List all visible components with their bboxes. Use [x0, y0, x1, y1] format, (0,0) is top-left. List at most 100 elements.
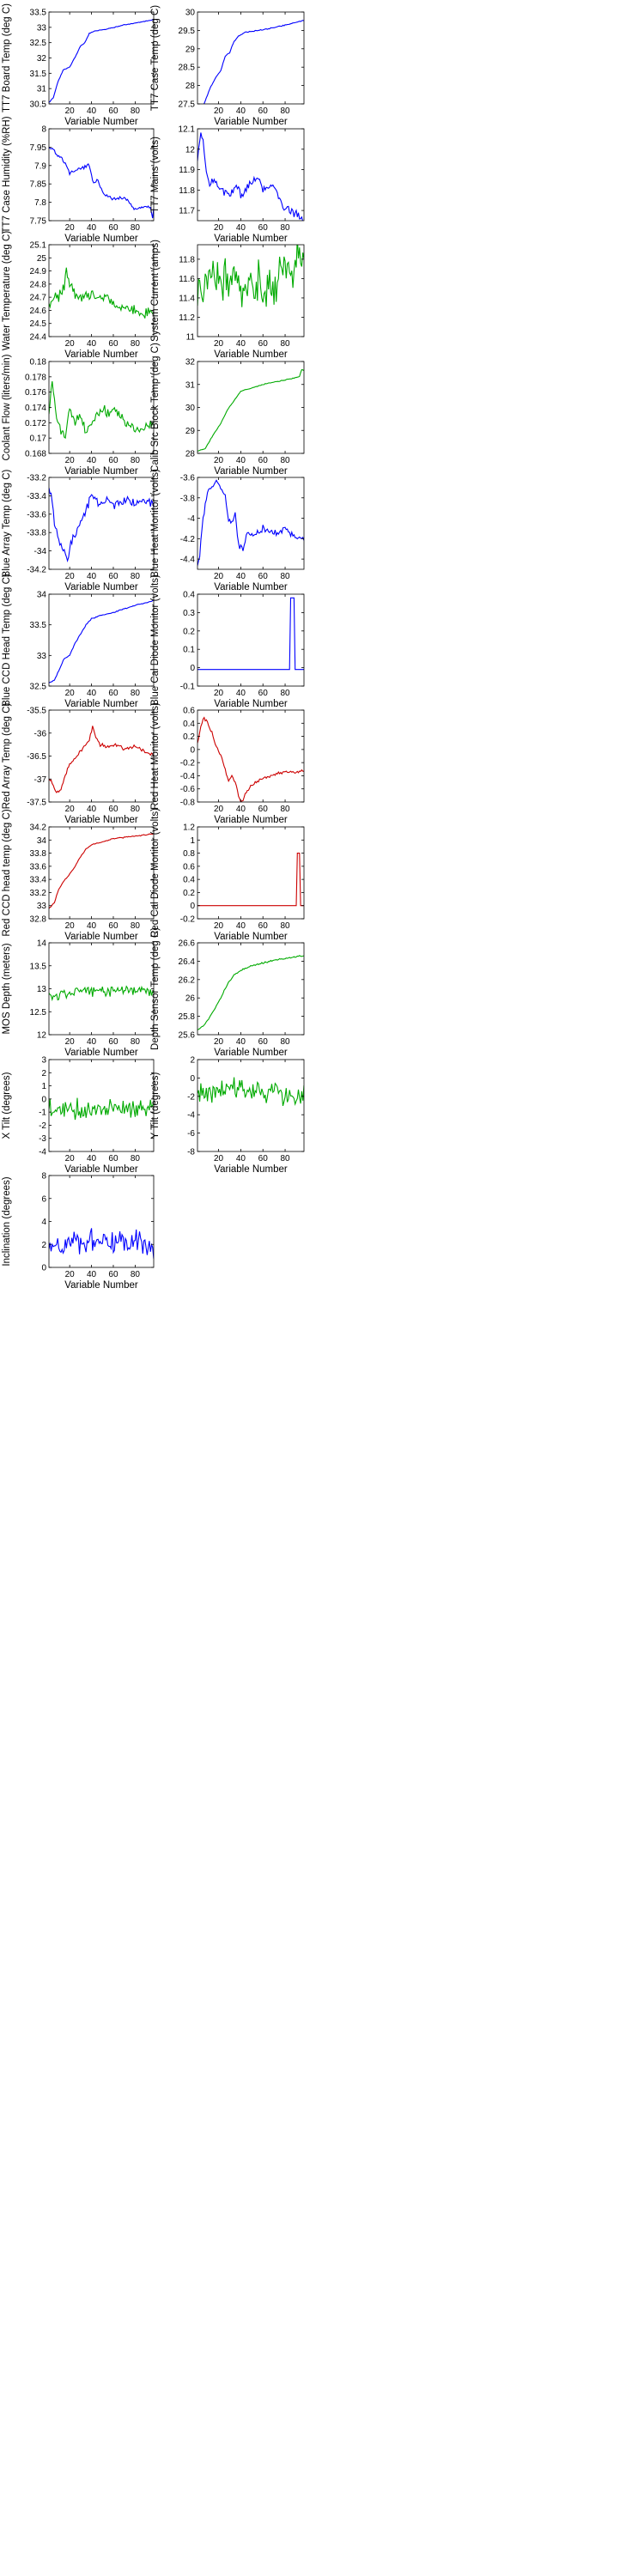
- y-tick-label: 31: [37, 85, 47, 94]
- y-tick-label: 11.7: [179, 206, 195, 216]
- y-tick-label: 32: [37, 54, 47, 64]
- x-tick-label: 80: [131, 572, 141, 581]
- series-line: [49, 1097, 154, 1120]
- x-axis-label: Variable Number: [64, 932, 138, 942]
- y-tick-label: -33.4: [27, 492, 46, 501]
- x-tick-label: 60: [258, 1154, 269, 1163]
- y-tick-label: 14: [37, 939, 47, 949]
- y-tick-label: 33.6: [30, 862, 47, 872]
- y-axis-label: Depth Sensor Temp (deg C): [150, 927, 161, 1050]
- x-axis-label: Variable Number: [214, 1048, 288, 1058]
- y-tick-label: 24.8: [30, 280, 47, 289]
- y-tick-label: 0: [41, 1095, 46, 1104]
- y-tick-label: 11: [186, 333, 196, 343]
- series-line: [197, 955, 304, 1030]
- series-line: [49, 726, 154, 793]
- series-line: [197, 368, 304, 452]
- x-tick-label: 20: [65, 1037, 76, 1047]
- y-tick-label: 0.8: [183, 849, 195, 859]
- y-tick-label: 0.17: [30, 434, 47, 443]
- y-tick-label: 11.8: [179, 185, 195, 195]
- y-tick-label: 24.7: [30, 294, 47, 303]
- x-tick-label: 20: [214, 106, 224, 116]
- y-tick-label: -4: [187, 1110, 195, 1120]
- series-line: [197, 597, 304, 670]
- x-tick-label: 20: [65, 106, 76, 116]
- y-tick-label: 26.2: [179, 975, 196, 985]
- y-tick-label: -0.6: [180, 785, 196, 794]
- y-tick-label: 32: [185, 357, 196, 367]
- y-tick-label: 33: [37, 23, 47, 33]
- y-tick-label: 0.4: [183, 875, 195, 884]
- y-tick-label: 0.2: [183, 888, 195, 897]
- x-tick-label: 20: [65, 1154, 76, 1163]
- y-tick-label: -34: [34, 547, 47, 556]
- y-tick-label: 4: [41, 1218, 46, 1227]
- plot-frame: [197, 826, 305, 919]
- y-tick-label: -3.6: [180, 474, 196, 483]
- y-tick-label: -33.8: [27, 529, 46, 538]
- x-tick-label: 60: [108, 1154, 118, 1163]
- series-line: [197, 479, 304, 566]
- x-tick-label: 40: [87, 106, 97, 116]
- x-axis-label: Variable Number: [64, 699, 138, 709]
- x-tick-label: 80: [280, 921, 290, 931]
- x-tick-label: 80: [280, 689, 290, 698]
- y-tick-label: 13.5: [30, 962, 47, 971]
- plot-frame: [48, 709, 155, 803]
- x-tick-label: 20: [65, 339, 76, 349]
- x-tick-label: 80: [280, 106, 290, 116]
- plot-frame: [48, 128, 155, 221]
- x-tick-label: 40: [236, 456, 246, 465]
- y-tick-label: 2: [41, 1068, 46, 1078]
- plot-frame: [48, 477, 155, 570]
- x-tick-label: 80: [280, 572, 290, 581]
- y-tick-label: 7.8: [34, 198, 46, 208]
- x-tick-label: 60: [108, 1037, 118, 1047]
- y-tick-label: -37: [34, 775, 47, 785]
- y-axis-label: Blue Heat Monitor (volts): [150, 469, 161, 578]
- x-axis-label: Variable Number: [214, 1164, 288, 1175]
- y-axis-label: Coolant Flow (liters/min): [2, 354, 12, 460]
- y-tick-label: -1: [39, 1108, 46, 1117]
- y-axis-label: TT7 Mains (volts): [150, 136, 161, 212]
- x-axis-label: Variable Number: [64, 1048, 138, 1058]
- series-line: [49, 985, 154, 1002]
- y-tick-label: 7.75: [30, 216, 47, 226]
- x-tick-label: 20: [214, 456, 224, 465]
- x-tick-label: 40: [87, 1037, 97, 1047]
- plot-frame: [48, 11, 155, 105]
- x-tick-label: 20: [65, 572, 76, 581]
- chart-panel: -0.8-0.6-0.4-0.200.20.40.620 40 60 80Variab…: [150, 702, 305, 825]
- y-tick-label: -37.5: [27, 799, 46, 808]
- x-tick-label: 20: [65, 689, 76, 698]
- series-line: [197, 245, 304, 307]
- y-tick-label: 0.3: [183, 608, 195, 617]
- y-tick-label: 7.9: [34, 161, 46, 171]
- y-axis-label: System Current (amps): [150, 240, 161, 342]
- y-tick-label: 33.2: [30, 888, 47, 897]
- x-axis-label: Variable Number: [64, 582, 138, 592]
- x-tick-label: 80: [131, 1037, 141, 1047]
- y-tick-label: 30: [185, 404, 196, 413]
- series-line: [197, 716, 304, 802]
- y-tick-label: 34: [37, 835, 47, 845]
- y-axis-label: TT7 Board Temp (deg C): [2, 3, 12, 112]
- y-tick-label: 11.4: [179, 294, 195, 303]
- plot-frame: [48, 361, 155, 453]
- x-axis-label: Variable Number: [64, 1164, 138, 1175]
- y-axis-label: Red CCD head temp (deg C): [2, 809, 12, 936]
- y-tick-label: 34: [37, 590, 47, 599]
- x-tick-label: 20: [65, 921, 76, 931]
- plot-frame: [48, 942, 155, 1036]
- series-line: [203, 20, 304, 104]
- y-tick-label: 28: [185, 82, 196, 91]
- y-axis-label: Blue Cal Diode Monitor (volts): [150, 574, 161, 705]
- series-line: [197, 1077, 304, 1106]
